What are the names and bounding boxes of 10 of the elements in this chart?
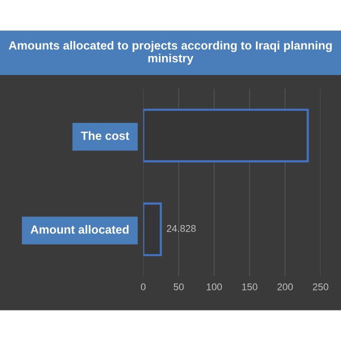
y-tick-label: Amount allocated <box>30 225 129 234</box>
x-tick-label: 250 <box>312 283 328 290</box>
x-tick-label: 200 <box>277 283 293 290</box>
x-tick-label: 150 <box>242 283 258 290</box>
data-label: 24.828 <box>166 225 196 232</box>
y-tick-label: The cost <box>80 131 130 140</box>
x-tick-label: 50 <box>174 283 184 290</box>
x-tick-label: 100 <box>206 283 222 290</box>
x-tick-label: 0 <box>140 283 146 290</box>
chart-title: Amounts allocated to projects according to Iraqi planning ministry <box>8 40 332 65</box>
